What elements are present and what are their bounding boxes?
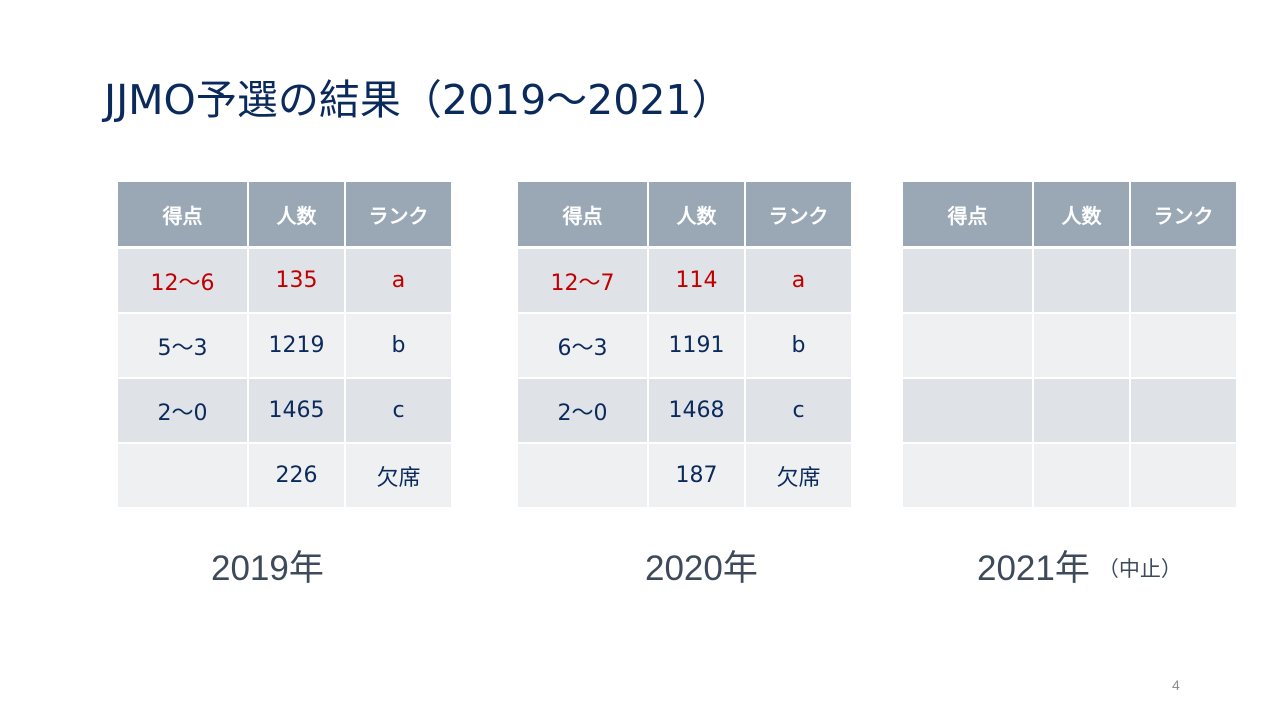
count-cell: 226 xyxy=(247,442,345,507)
score-cell: 2～0 xyxy=(118,377,248,443)
score-cell xyxy=(118,442,248,507)
table-row: 12～7 114 a xyxy=(518,246,851,313)
rank-cell: a xyxy=(344,246,451,313)
score-cell: 2～0 xyxy=(518,377,648,443)
results-table-2021: 得点 人数 ランク xyxy=(903,182,1236,507)
score-cell: 12～7 xyxy=(518,246,648,313)
header-rank: ランク xyxy=(744,182,851,249)
rank-cell xyxy=(1129,442,1236,507)
table-row xyxy=(903,246,1236,313)
cancelled-note: （中止） xyxy=(1097,558,1182,581)
count-cell: 135 xyxy=(247,246,345,313)
rank-cell xyxy=(1129,312,1236,378)
table-row xyxy=(903,312,1236,378)
header-rank: ランク xyxy=(344,182,451,249)
results-table-2019: 得点 人数 ランク 12～6 135 a 5～3 1219 b 2～0 1465… xyxy=(118,182,451,507)
count-cell: 1219 xyxy=(247,312,345,378)
rank-cell: a xyxy=(744,246,851,313)
table-row: 6～3 1191 b xyxy=(518,312,851,378)
results-table-2020: 得点 人数 ランク 12～7 114 a 6～3 1191 b 2～0 1468… xyxy=(518,182,851,507)
table-row: 187 欠席 xyxy=(518,442,851,507)
count-cell xyxy=(1032,246,1130,313)
count-cell xyxy=(1032,377,1130,443)
rank-cell: c xyxy=(744,377,851,443)
rank-cell: 欠席 xyxy=(344,442,451,507)
score-cell xyxy=(903,312,1033,378)
table-row: 226 欠席 xyxy=(118,442,451,507)
year-label-2020: 2020年 xyxy=(645,549,758,588)
header-score: 得点 xyxy=(903,182,1033,249)
year-label-2021: 2021年 （中止） xyxy=(977,540,1182,591)
score-cell: 12～6 xyxy=(118,246,248,313)
count-cell: 1465 xyxy=(247,377,345,443)
score-cell xyxy=(903,442,1033,507)
count-cell: 1468 xyxy=(647,377,745,443)
table-header-row: 得点 人数 ランク xyxy=(903,182,1236,249)
score-cell xyxy=(903,377,1033,443)
table-header-row: 得点 人数 ランク xyxy=(118,182,451,249)
header-score: 得点 xyxy=(518,182,648,249)
count-cell: 114 xyxy=(647,246,745,313)
rank-cell xyxy=(1129,246,1236,313)
slide-title: JJMO予選の結果（2019～2021） xyxy=(104,76,733,124)
header-count: 人数 xyxy=(647,182,745,249)
rank-cell: b xyxy=(744,312,851,378)
score-cell xyxy=(903,246,1033,313)
header-rank: ランク xyxy=(1129,182,1236,249)
table-header-row: 得点 人数 ランク xyxy=(518,182,851,249)
table-row: 12～6 135 a xyxy=(118,246,451,313)
year-label-2021-text: 2021年 xyxy=(977,549,1090,588)
rank-cell: 欠席 xyxy=(744,442,851,507)
count-cell: 187 xyxy=(647,442,745,507)
rank-cell: b xyxy=(344,312,451,378)
table-row xyxy=(903,442,1236,507)
header-count: 人数 xyxy=(247,182,345,249)
score-cell xyxy=(518,442,648,507)
count-cell xyxy=(1032,312,1130,378)
count-cell: 1191 xyxy=(647,312,745,378)
table-row: 5～3 1219 b xyxy=(118,312,451,378)
score-cell: 5～3 xyxy=(118,312,248,378)
page-number: 4 xyxy=(1172,677,1180,693)
score-cell: 6～3 xyxy=(518,312,648,378)
header-count: 人数 xyxy=(1032,182,1130,249)
rank-cell: c xyxy=(344,377,451,443)
table-row: 2～0 1468 c xyxy=(518,377,851,443)
table-row: 2～0 1465 c xyxy=(118,377,451,443)
count-cell xyxy=(1032,442,1130,507)
year-label-2019: 2019年 xyxy=(211,549,324,588)
rank-cell xyxy=(1129,377,1236,443)
header-score: 得点 xyxy=(118,182,248,249)
table-row xyxy=(903,377,1236,443)
